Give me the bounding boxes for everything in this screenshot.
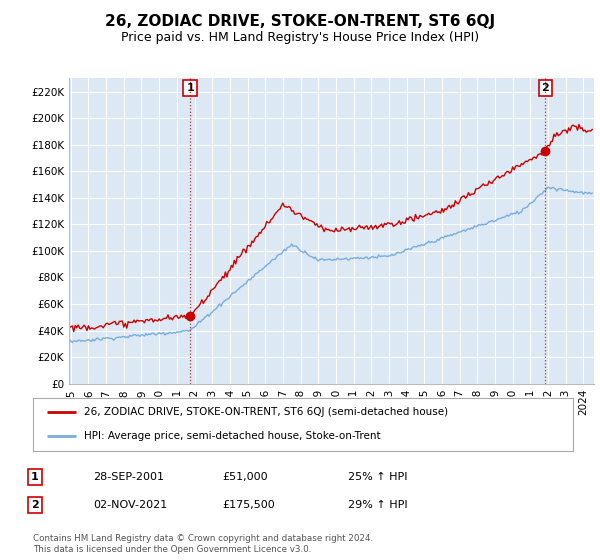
Text: 26, ZODIAC DRIVE, STOKE-ON-TRENT, ST6 6QJ (semi-detached house): 26, ZODIAC DRIVE, STOKE-ON-TRENT, ST6 6Q… [84,407,448,417]
Text: 2: 2 [542,83,549,93]
Text: £175,500: £175,500 [222,500,275,510]
Text: Price paid vs. HM Land Registry's House Price Index (HPI): Price paid vs. HM Land Registry's House … [121,31,479,44]
Text: 25% ↑ HPI: 25% ↑ HPI [348,472,407,482]
Text: 02-NOV-2021: 02-NOV-2021 [93,500,167,510]
Text: HPI: Average price, semi-detached house, Stoke-on-Trent: HPI: Average price, semi-detached house,… [84,431,381,441]
Text: 26, ZODIAC DRIVE, STOKE-ON-TRENT, ST6 6QJ: 26, ZODIAC DRIVE, STOKE-ON-TRENT, ST6 6Q… [105,14,495,29]
Text: 1: 1 [31,472,38,482]
Text: £51,000: £51,000 [222,472,268,482]
Text: 2: 2 [31,500,38,510]
Text: Contains HM Land Registry data © Crown copyright and database right 2024.: Contains HM Land Registry data © Crown c… [33,534,373,543]
Text: 29% ↑ HPI: 29% ↑ HPI [348,500,407,510]
Text: This data is licensed under the Open Government Licence v3.0.: This data is licensed under the Open Gov… [33,545,311,554]
Text: 28-SEP-2001: 28-SEP-2001 [93,472,164,482]
Text: 1: 1 [186,83,194,93]
